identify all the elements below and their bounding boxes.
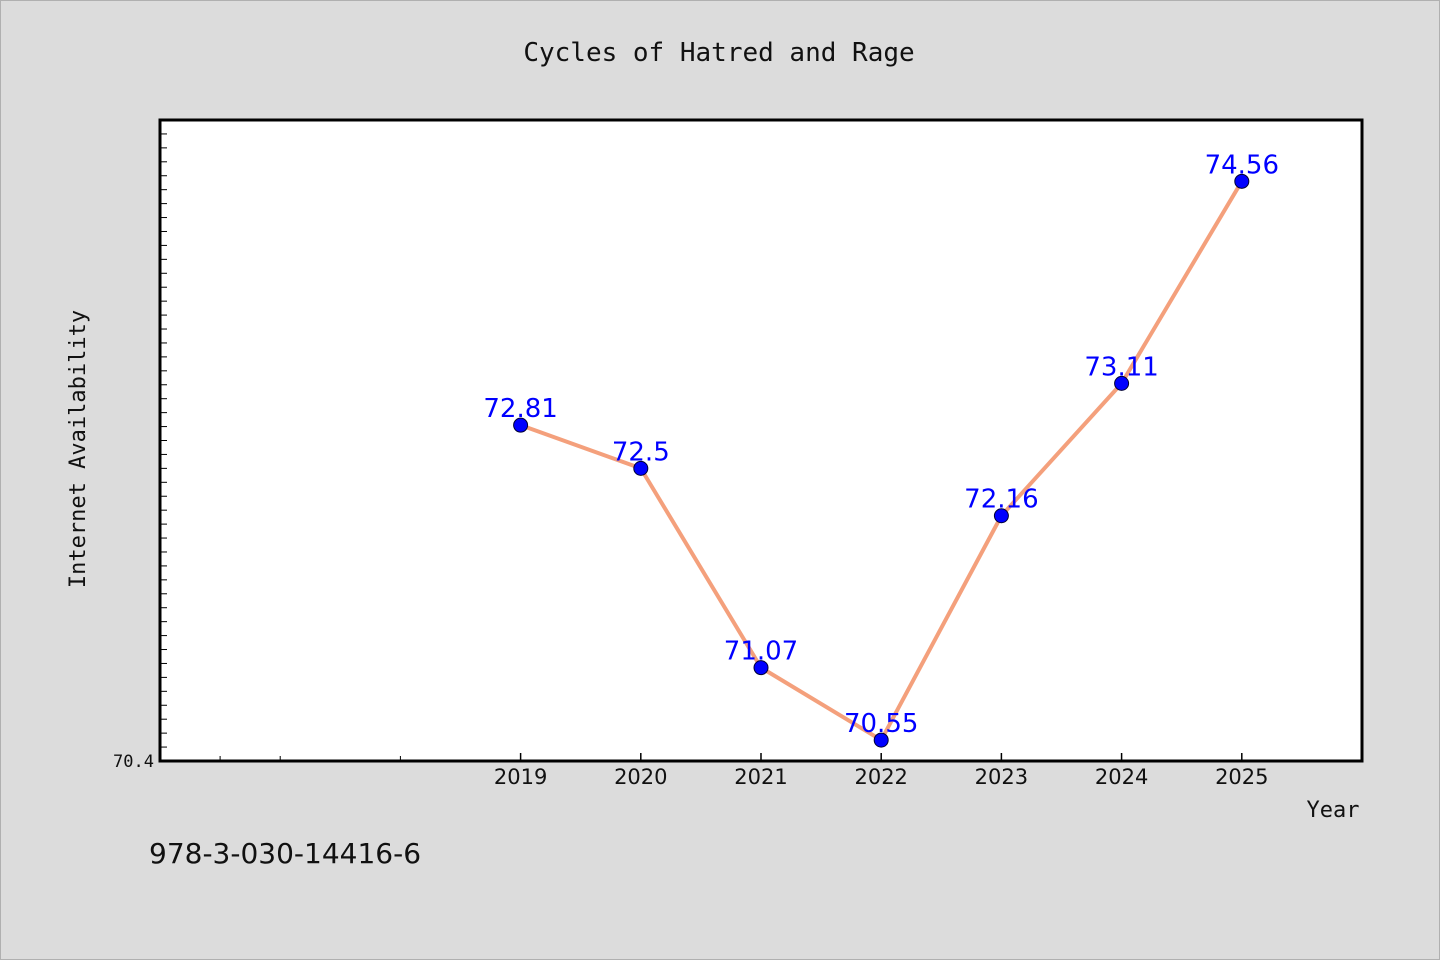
data-point — [873, 732, 889, 748]
x-tick-label: 2022 — [854, 765, 907, 789]
x-tick-label: 2019 — [494, 765, 547, 789]
x-tick-label: 2021 — [734, 765, 787, 789]
footer-isbn: 978-3-030-14416-6 — [149, 837, 421, 870]
data-label: 72.5 — [612, 437, 670, 467]
plot-area — [158, 118, 1364, 763]
y-axis-tick-labels: 70.4 — [113, 752, 154, 772]
x-tick-label: 2023 — [975, 765, 1028, 789]
data-label: 73.11 — [1084, 352, 1158, 382]
data-point — [633, 460, 649, 476]
data-label: 71.07 — [724, 637, 798, 667]
x-axis-ticks: 2019 2020 2021 2022 2023 2024 2025 — [494, 753, 1269, 789]
x-tick-label: 2020 — [614, 765, 667, 789]
data-point — [993, 508, 1009, 524]
y-tick-label: 70.4 — [113, 752, 154, 772]
x-axis-minor-ticks — [219, 756, 401, 761]
x-tick-label: 2024 — [1095, 765, 1148, 789]
y-axis-ticks — [160, 133, 167, 748]
data-point — [753, 660, 769, 676]
x-axis-label: Year — [1307, 798, 1360, 823]
data-label: 70.55 — [844, 709, 918, 739]
data-point — [1114, 375, 1130, 391]
chart-title: Cycles of Hatred and Rage — [523, 38, 914, 68]
data-label: 72.16 — [964, 485, 1038, 515]
data-labels: 72.81 72.5 71.07 70.55 72.16 73.11 74.56 — [483, 150, 1279, 739]
data-markers — [513, 173, 1250, 748]
data-point — [1234, 173, 1250, 189]
x-tick-label: 2025 — [1215, 765, 1268, 789]
y-axis-label: Internet Availability — [66, 310, 91, 588]
data-label: 72.81 — [483, 394, 557, 424]
data-label: 74.56 — [1205, 150, 1279, 180]
data-point — [513, 417, 529, 433]
